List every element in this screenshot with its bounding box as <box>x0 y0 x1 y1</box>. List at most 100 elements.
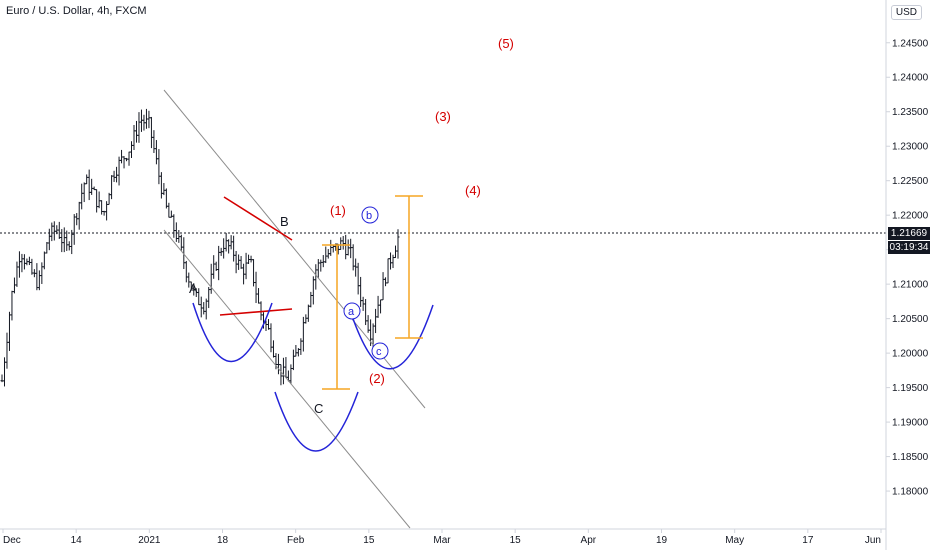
candle <box>70 229 74 255</box>
x-tick-label: Feb <box>287 535 305 546</box>
price-axis[interactable]: 1.24500 1.24000 1.23500 1.23000 1.22500 1.220… <box>886 38 929 498</box>
candle <box>239 256 243 269</box>
blue-arc-right <box>349 304 434 370</box>
candle <box>237 254 241 270</box>
candle <box>77 201 81 230</box>
candle <box>244 252 248 280</box>
y-tick-label: 1.19000 <box>892 418 929 429</box>
wave-label-a-circled: a <box>343 302 361 320</box>
candle <box>132 125 136 151</box>
channel-lower-line <box>163 229 411 529</box>
candle <box>294 344 298 357</box>
y-tick-label: 1.23000 <box>892 142 929 153</box>
triangle-lower-line <box>219 308 293 316</box>
candle <box>115 166 119 183</box>
candle <box>50 222 54 242</box>
candle <box>379 299 383 314</box>
x-tick-label: 15 <box>510 535 522 546</box>
candle <box>356 262 360 295</box>
triangle-upper-line <box>223 196 293 241</box>
candle <box>147 110 151 129</box>
candle <box>15 261 19 287</box>
wave-label-2: (2) <box>369 371 385 386</box>
wave-label-5: (5) <box>498 36 514 51</box>
candle <box>202 302 206 315</box>
candle <box>85 174 89 185</box>
candle <box>291 349 295 371</box>
y-tick-label: 1.18500 <box>892 452 929 463</box>
wave-label-C: C <box>314 401 323 416</box>
candle <box>376 295 380 318</box>
candle <box>212 255 216 279</box>
candle <box>72 214 76 245</box>
candle <box>30 258 34 275</box>
time-axis[interactable]: Dec 14 2021 18 Feb 15 Mar 15 Apr 19 May 17 Jun <box>2 529 882 546</box>
candle <box>199 296 203 318</box>
y-tick-label: 1.20000 <box>892 349 929 360</box>
x-tick-label: Mar <box>433 535 451 546</box>
candle <box>2 357 6 387</box>
candle <box>117 156 121 186</box>
candle <box>207 287 211 309</box>
candle <box>266 319 270 330</box>
candle <box>306 304 310 322</box>
candle <box>249 255 253 263</box>
wave-label-b-circled: b <box>361 206 379 224</box>
candle <box>289 364 293 385</box>
candle <box>172 214 176 238</box>
candle <box>127 151 131 166</box>
blue-arc-left <box>192 302 273 363</box>
svg-text:c: c <box>376 346 382 358</box>
candle <box>232 235 236 262</box>
candle <box>386 258 390 284</box>
x-tick-label: 17 <box>802 535 814 546</box>
candle <box>7 311 11 351</box>
candle <box>95 189 99 213</box>
y-tick-label: 1.19500 <box>892 383 929 394</box>
candle <box>301 316 305 352</box>
x-tick-label: 15 <box>363 535 375 546</box>
candle <box>82 182 86 203</box>
candle <box>224 232 228 252</box>
candle <box>110 175 114 200</box>
candle <box>149 116 153 149</box>
candle <box>57 221 61 239</box>
candle <box>271 340 275 358</box>
y-tick-label: 1.22000 <box>892 211 929 222</box>
wave-label-B: B <box>280 214 289 229</box>
wave-label-3: (3) <box>435 109 451 124</box>
x-tick-label: Apr <box>581 535 597 546</box>
candle <box>27 256 31 266</box>
candle <box>319 259 323 272</box>
y-tick-label: 1.23500 <box>892 107 929 118</box>
currency-button[interactable]: USD <box>890 5 922 20</box>
wave-label-A: A <box>189 281 198 296</box>
x-tick-label: 19 <box>656 535 668 546</box>
candle <box>309 291 313 308</box>
candle <box>394 245 398 259</box>
candle <box>179 234 183 251</box>
candle <box>157 149 161 185</box>
x-tick-label: Jun <box>865 535 881 546</box>
candle <box>281 357 285 385</box>
candle <box>159 172 163 199</box>
x-tick-label: May <box>725 535 744 546</box>
blue-arc-middle <box>274 391 359 452</box>
candle <box>65 230 69 251</box>
last-price-tag: 1.21669 <box>888 227 930 240</box>
candle <box>20 253 24 273</box>
y-tick-label: 1.20500 <box>892 314 929 325</box>
candle <box>391 254 395 269</box>
candle <box>374 308 378 334</box>
chart-title: Euro / U.S. Dollar, 4h, FXCM <box>6 5 147 17</box>
svg-text:a: a <box>348 306 355 318</box>
candle <box>311 276 315 305</box>
candle <box>344 234 348 260</box>
x-tick-label: 2021 <box>138 535 161 546</box>
candle <box>80 183 84 210</box>
candle <box>341 235 345 250</box>
candle <box>164 188 168 209</box>
candle <box>40 262 44 284</box>
candle <box>381 272 385 301</box>
